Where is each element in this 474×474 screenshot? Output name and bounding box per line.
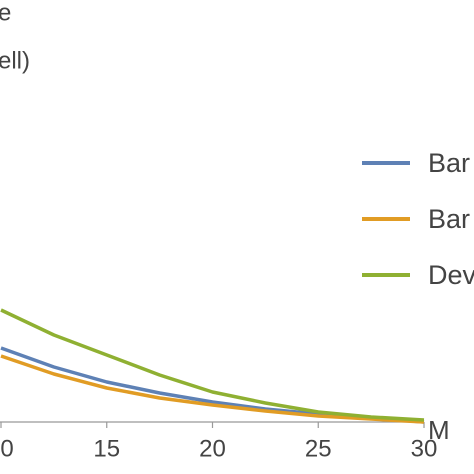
series-line — [0, 308, 425, 422]
x-tick-label: 20 — [199, 435, 226, 462]
x-tick-label: 0 — [0, 435, 13, 462]
series-line — [0, 346, 425, 424]
x-tick-label: 25 — [305, 435, 332, 462]
legend-label: Bar — [428, 204, 470, 234]
series-line — [0, 354, 425, 424]
y-axis-label: ell) — [0, 47, 30, 74]
x-tick-label: 30 — [411, 435, 438, 462]
legend-label: Dev — [428, 260, 474, 290]
legend-label: Bar — [428, 148, 470, 178]
x-tick-label: 15 — [93, 435, 120, 462]
y-axis-label: e — [0, 0, 11, 26]
x-axis-label: M — [428, 415, 450, 445]
